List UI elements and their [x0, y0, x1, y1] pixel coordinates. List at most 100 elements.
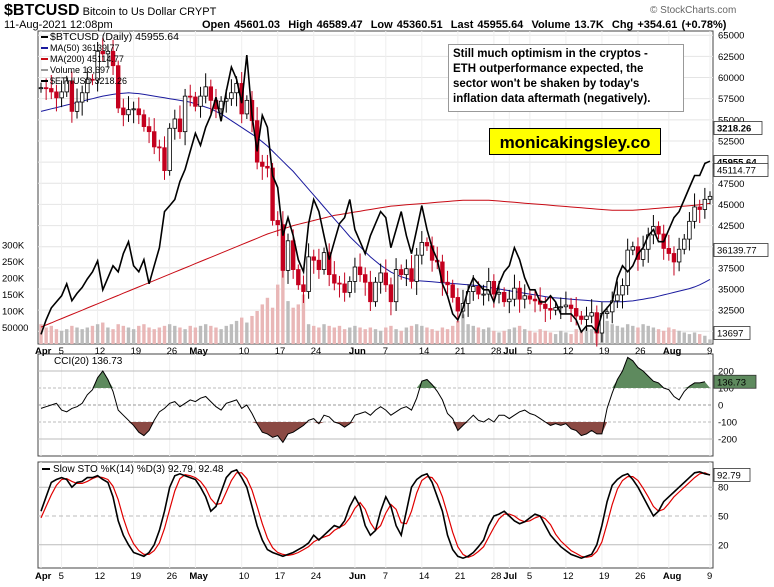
volume-bar [687, 334, 692, 344]
candle-body [687, 220, 692, 240]
volume-bar [605, 320, 609, 344]
candle-body [378, 272, 383, 283]
cci-last-label: 136.73 [717, 377, 746, 388]
volume-bar [301, 294, 306, 344]
candle-body [203, 86, 208, 97]
candle-body [79, 92, 85, 103]
quote-date: 11-Aug-2021 12:08pm [4, 19, 113, 31]
x-tick-label: May [189, 346, 208, 357]
volume-bar [656, 329, 661, 344]
candle-body [260, 161, 265, 167]
candle-body [589, 312, 594, 317]
candle-body [363, 274, 368, 283]
x-tick-label: 17 [275, 346, 286, 357]
candle-body [182, 95, 188, 133]
x-tick-label: 10 [239, 571, 250, 582]
candle-body [105, 50, 111, 55]
eth-last-label: 3218.26 [717, 124, 751, 135]
volume-bar [245, 322, 249, 344]
volume-value: Volume 13.7K [531, 19, 604, 31]
volume-bar [497, 332, 501, 344]
candle-body [357, 266, 363, 276]
volume-bar [348, 327, 352, 344]
candle-body [280, 224, 286, 271]
volume-bar [384, 327, 388, 344]
candle-body [177, 118, 183, 133]
candle-body [491, 280, 497, 295]
cci-tick-label: -200 [718, 435, 737, 446]
candle-body [162, 147, 167, 171]
candle-body [532, 298, 538, 302]
sto-tick-label: 50 [718, 512, 729, 523]
candle-body [43, 87, 49, 90]
volume-bar [610, 324, 614, 344]
candle-body [115, 65, 121, 109]
candle-body [316, 259, 322, 270]
x-tick-label: 28 [491, 346, 502, 357]
volume-bar [553, 334, 558, 344]
volume-bar [651, 327, 656, 344]
volume-bar [322, 324, 326, 344]
volume-bar [502, 330, 506, 344]
cci-tick-label: 0 [718, 401, 723, 412]
x-tick-label: 12 [95, 346, 106, 357]
ma200-line [40, 199, 711, 328]
candle-body [172, 118, 177, 129]
x-tick-label: 26 [167, 571, 178, 582]
volume-tick-label: 50000 [2, 323, 28, 334]
x-tick-label: 14 [419, 571, 430, 582]
volume-bar [209, 325, 213, 344]
candle-body [419, 242, 425, 256]
volume-bar [250, 315, 254, 344]
price-candles [38, 37, 713, 347]
volume-bar [80, 329, 84, 344]
candle-body [512, 287, 517, 300]
volume-tick-label: 300K [2, 241, 25, 252]
ma50-series [40, 92, 711, 303]
volume-bar [404, 327, 409, 344]
x-tick-label: 12 [563, 346, 574, 357]
volume-bar [167, 324, 172, 344]
x-tick-label: 5 [59, 571, 64, 582]
candle-body [517, 287, 522, 300]
volume-bar [219, 329, 223, 344]
volume-bar [394, 329, 398, 344]
price-last-label: 45955.64 [717, 158, 757, 169]
candle-body [496, 291, 502, 295]
volume-bar [131, 329, 136, 344]
x-tick-label: 5 [59, 346, 64, 357]
candle-body [697, 206, 702, 210]
volume-bar [373, 329, 378, 344]
candle-body [110, 50, 116, 67]
ticker-name: Bitcoin to Us Dollar [82, 6, 177, 18]
x-tick-label: 24 [311, 571, 322, 582]
candle-body [131, 108, 136, 111]
candle-body [414, 254, 419, 282]
volume-bar [512, 327, 517, 344]
volume-last-label-box [713, 326, 751, 340]
volume-bar [538, 329, 542, 344]
candle-body [383, 272, 388, 286]
candle-body [69, 80, 75, 112]
x-tick-label: 7 [383, 346, 388, 357]
x-tick-label: 12 [563, 571, 574, 582]
volume-bar [703, 335, 707, 344]
candle-body [671, 253, 677, 263]
candle-body [188, 95, 193, 98]
volume-bar [548, 332, 553, 344]
price-tick-label: 52500 [718, 136, 744, 147]
candle-body [604, 311, 610, 314]
x-tick-label: Jun [349, 346, 366, 357]
volume-bar [70, 325, 74, 344]
annotation-line-3: sector won't be shaken by today's [453, 78, 640, 90]
candle-body [476, 286, 481, 295]
volume-bar [487, 327, 491, 344]
ticker-symbol: $BTCUSD [4, 2, 80, 19]
candle-body [445, 281, 450, 286]
candle-body [393, 269, 399, 303]
volume-bar [101, 322, 105, 344]
volume-bar [466, 324, 470, 344]
cci-panel: CCI(20) 136.73 [38, 356, 713, 444]
volume-bar [111, 329, 115, 344]
